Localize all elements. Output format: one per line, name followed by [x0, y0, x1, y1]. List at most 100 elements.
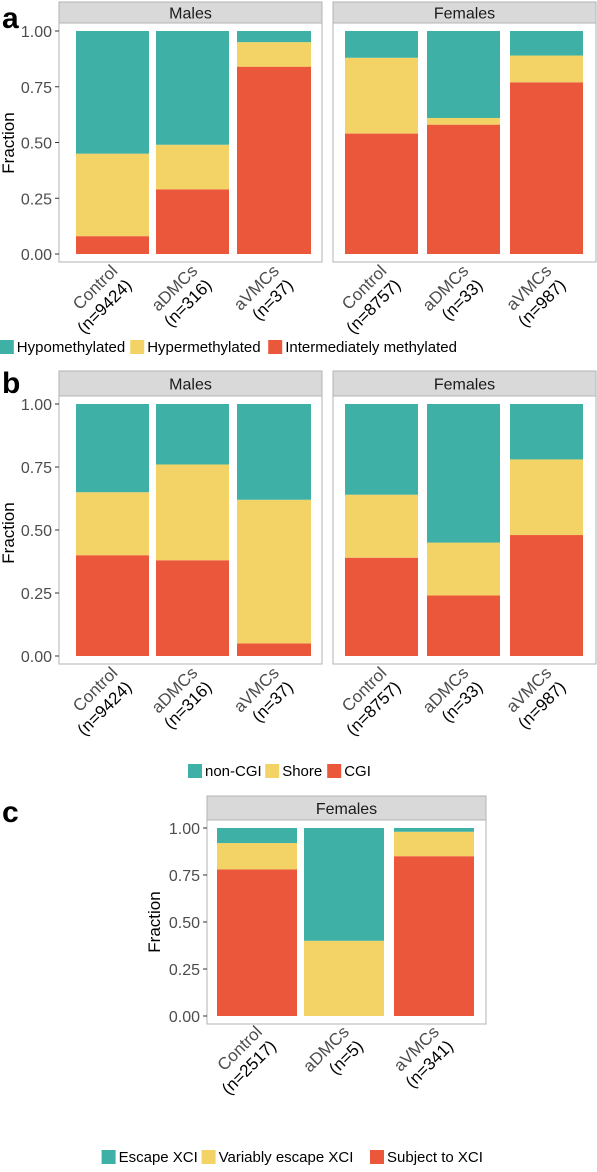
legend-label: Shore — [282, 763, 322, 780]
y-tick-label: 1.00 — [169, 821, 200, 838]
x-tick-label: aVMCs(n=37) — [230, 261, 297, 328]
chart-panel-b: b Fraction Males Control(n=9424) aDMCs(n=316… — [0, 367, 597, 780]
bar-segment — [427, 31, 500, 118]
panel-letter: b — [2, 367, 20, 400]
bar-segment — [156, 560, 229, 656]
bar-segment — [510, 31, 583, 56]
legend-label: Hypermethylated — [147, 339, 260, 356]
bar-segment — [76, 153, 149, 237]
bar-segment — [237, 31, 311, 43]
x-tick-label: Control(n=2517) — [204, 1022, 280, 1098]
bar-segment — [217, 869, 297, 1016]
facet-females: Females Control(n=8757) aDMCs(n=33) aVMCs(n… — [332, 370, 597, 739]
chart-panel-c: c Fraction Females Control(n=2517) aDMCs(n=5… — [2, 795, 487, 1166]
y-tick-label: 0.25 — [21, 586, 52, 603]
bar-segment — [156, 144, 229, 190]
y-tick-label: 0.00 — [21, 247, 52, 264]
bar-segment — [217, 828, 297, 844]
facet-males: Males Control(n=9424) aDMCs(n=316) aVMCs(n=… — [58, 370, 323, 739]
legend-swatch — [268, 340, 283, 354]
y-axis-title: Fraction — [0, 502, 18, 563]
bar-segment — [156, 464, 229, 561]
panel-letter: a — [2, 2, 19, 35]
x-tick-label: aDMCs(n=33) — [419, 261, 487, 329]
bar-segment — [394, 831, 474, 857]
y-tick-label: 0.75 — [21, 80, 52, 97]
bar-segment — [394, 828, 474, 832]
bar-segment — [217, 843, 297, 870]
bar-segment — [510, 404, 583, 460]
legend-label: Escape XCI — [119, 1149, 198, 1166]
legend-swatch — [188, 764, 202, 778]
x-tick-label: aVMCs(n=341) — [388, 1022, 457, 1091]
bar-segment — [345, 404, 418, 495]
bar-segment — [427, 117, 500, 125]
y-tick-label: 0.25 — [169, 962, 200, 979]
y-tick-label: 0.50 — [169, 915, 200, 932]
legend-label: non-CGI — [205, 763, 262, 780]
bar-segment — [156, 404, 229, 465]
bar-segment — [345, 494, 418, 558]
bar-segment — [345, 133, 418, 254]
chart-panel-a: a Fraction Males Control(n=9424) aDMCs(n=316… — [0, 1, 597, 356]
legend-swatch — [130, 340, 145, 354]
legend: Hypomethylated Hypermethylated Intermediat… — [0, 339, 457, 356]
legend-label: Subject to XCI — [387, 1149, 483, 1166]
facet-strip — [206, 795, 487, 821]
legend-label: Hypomethylated — [17, 339, 125, 356]
legend-swatch — [370, 1150, 384, 1164]
y-axis-title: Fraction — [0, 112, 18, 173]
x-tick-label: aVMCs(n=987) — [500, 261, 569, 330]
x-tick-label: aDMCs(n=33) — [419, 663, 487, 731]
x-tick-label: Control(n=8757) — [328, 261, 404, 337]
legend-swatch — [101, 1150, 116, 1164]
bar-segment — [510, 82, 583, 254]
y-tick-label: 0.75 — [169, 868, 200, 885]
facet-title: Males — [169, 377, 212, 394]
x-tick-label: aVMCs(n=987) — [500, 663, 569, 732]
y-tick-label: 1.00 — [21, 24, 52, 41]
y-tick-label: 0.50 — [21, 136, 52, 153]
legend-label: Intermediately methylated — [285, 339, 457, 356]
facet-females: Females Control(n=2517) aDMCs(n=5) aVMCs(n=… — [204, 795, 487, 1098]
bar-segment — [237, 404, 311, 500]
panel-letter: c — [2, 796, 19, 829]
bar-segment — [237, 66, 311, 255]
bar-segment — [427, 404, 500, 543]
bar-segment — [156, 31, 229, 145]
bar-segment — [76, 555, 149, 656]
bar-segment — [394, 856, 474, 1016]
facet-title: Females — [316, 801, 377, 818]
legend-label: CGI — [344, 763, 371, 780]
bar-segment — [304, 828, 384, 941]
bar-segment — [237, 643, 311, 656]
bar-segment — [237, 499, 311, 644]
x-tick-label: Control(n=9424) — [59, 663, 135, 739]
bar-segment — [427, 124, 500, 254]
y-tick-label: 0.75 — [21, 460, 52, 477]
y-tick-label: 0.25 — [21, 191, 52, 208]
y-tick-label: 0.00 — [21, 649, 52, 666]
facet-males: Males Control(n=9424) aDMCs(n=316) aVMCs(n=… — [58, 1, 323, 337]
x-tick-label: aDMCs(n=316) — [146, 261, 215, 330]
y-tick-label: 1.00 — [21, 397, 52, 414]
legend: Escape XCI Variably escape XCI Subject to … — [101, 1149, 483, 1166]
bar-segment — [76, 236, 149, 254]
bar-segment — [76, 31, 149, 154]
bar-segment — [345, 57, 418, 134]
legend-label: Variably escape XCI — [219, 1149, 354, 1166]
facet-title: Males — [169, 6, 212, 23]
bar-segment — [510, 55, 583, 83]
bar-segment — [237, 42, 311, 67]
bar-segment — [510, 459, 583, 536]
facet-title: Females — [434, 377, 495, 394]
y-axis-title: Fraction — [145, 891, 164, 952]
bar-segment — [345, 31, 418, 58]
x-tick-label: aVMCs(n=37) — [230, 663, 297, 730]
x-tick-label: aDMCs(n=5) — [299, 1022, 367, 1090]
facet-females: Females Control(n=8757) aDMCs(n=33) aVMCs(n… — [328, 1, 597, 337]
y-tick-label: 0.00 — [169, 1009, 200, 1026]
bar-segment — [427, 595, 500, 656]
legend-swatch — [0, 340, 14, 354]
